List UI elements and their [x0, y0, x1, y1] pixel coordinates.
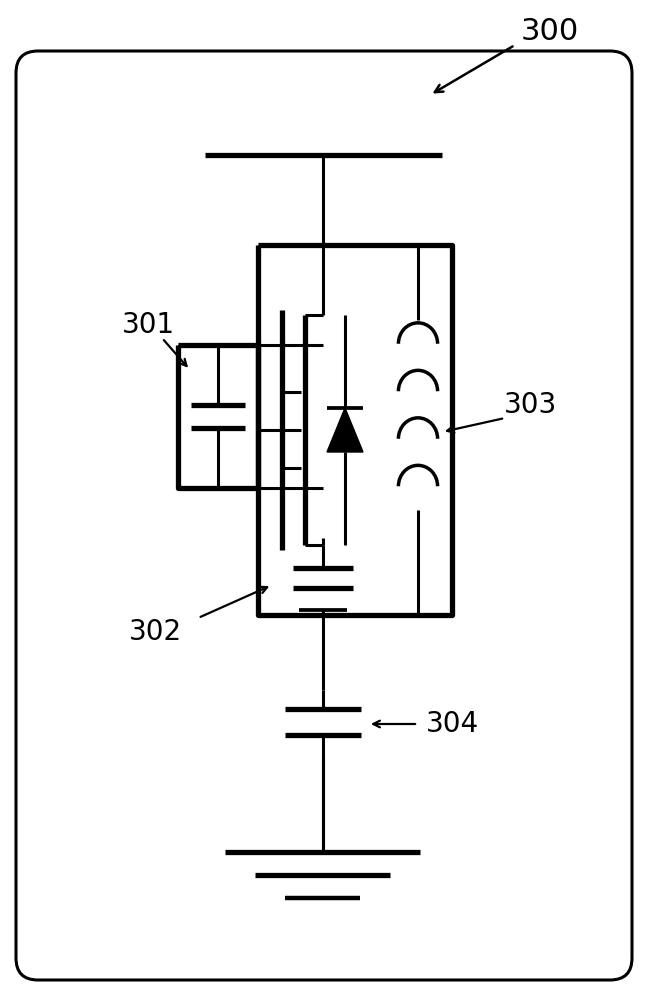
Text: 300: 300	[521, 17, 579, 46]
Text: 304: 304	[426, 710, 479, 738]
FancyBboxPatch shape	[16, 51, 632, 980]
Polygon shape	[327, 408, 363, 452]
Text: 301: 301	[122, 311, 175, 339]
Text: 303: 303	[503, 391, 556, 419]
Text: 302: 302	[129, 618, 182, 646]
